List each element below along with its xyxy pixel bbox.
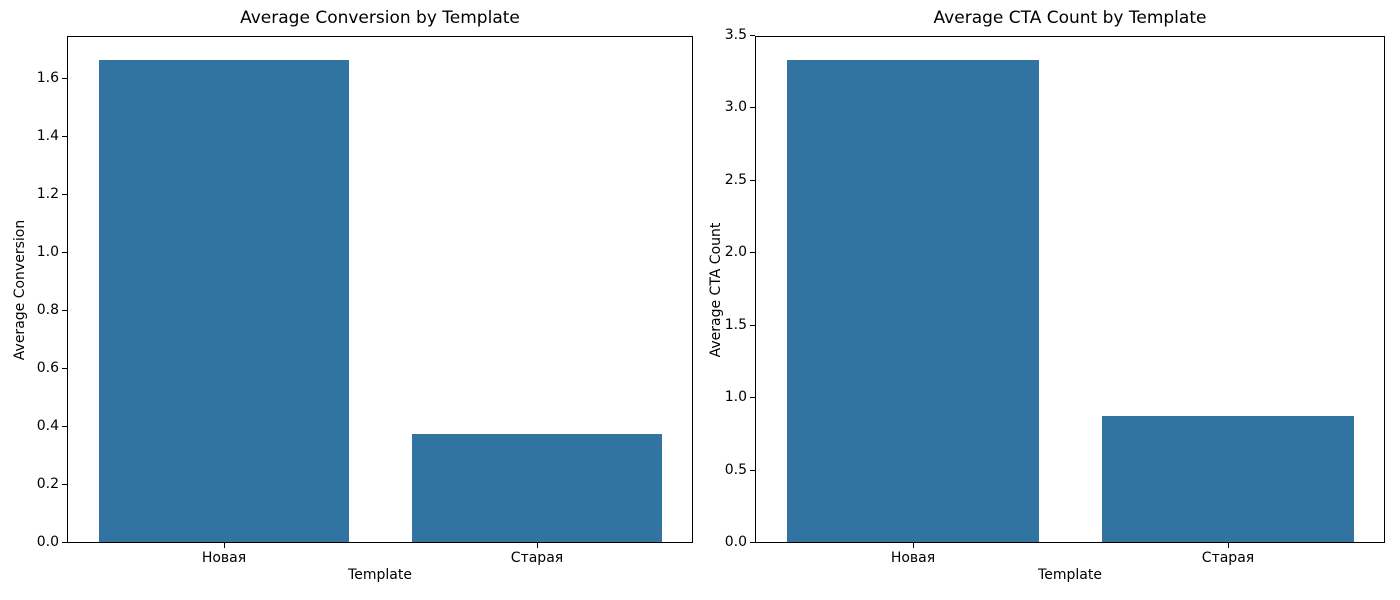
chart-average-conversion-by-template: Average Conversion by Template Average C…: [12, 8, 693, 583]
x-tick: [224, 543, 225, 548]
y-tick-label: 2.0: [724, 244, 747, 260]
bar-0: [787, 60, 1039, 543]
bar-0: [99, 60, 349, 543]
y-tick-label: 1.6: [36, 70, 59, 86]
y-tick-label: 0.0: [36, 534, 59, 550]
y-tick: [62, 368, 67, 369]
y-tick: [750, 180, 755, 181]
y-tick: [750, 252, 755, 253]
x-tick-label: Старая: [510, 550, 564, 566]
y-tick-label: 0.8: [36, 302, 59, 318]
y-tick-label: 0.2: [36, 476, 59, 492]
y-tick-label: 0.4: [36, 418, 59, 434]
x-tick: [1228, 543, 1229, 548]
y-tick-label: 1.0: [724, 389, 747, 405]
y-tick-label: 1.4: [36, 128, 59, 144]
y-tick: [62, 194, 67, 195]
y-tick: [750, 542, 755, 543]
y-tick-label: 0.0: [724, 534, 747, 550]
x-tick-label: Новая: [890, 550, 936, 566]
x-tick: [537, 543, 538, 548]
y-tick: [62, 310, 67, 311]
x-axis-label: Template: [348, 567, 412, 583]
chart-title: Average Conversion by Template: [240, 8, 520, 28]
y-tick: [750, 325, 755, 326]
y-axis-label: Average CTA Count: [708, 222, 724, 357]
y-tick-label: 1.5: [724, 317, 747, 333]
y-tick: [62, 542, 67, 543]
y-tick: [62, 426, 67, 427]
x-tick: [913, 543, 914, 548]
y-tick-label: 1.0: [36, 244, 59, 260]
y-tick-label: 0.6: [36, 360, 59, 376]
y-tick: [750, 397, 755, 398]
y-tick: [62, 136, 67, 137]
bar-1: [412, 434, 662, 543]
x-tick-label: Новая: [201, 550, 247, 566]
y-tick: [750, 35, 755, 36]
y-tick: [750, 107, 755, 108]
x-tick-label: Старая: [1201, 550, 1255, 566]
y-tick: [62, 252, 67, 253]
chart-average-cta-count-by-template: Average CTA Count by Template Average CT…: [700, 0, 1400, 600]
y-tick-label: 3.0: [724, 99, 747, 115]
y-tick: [750, 470, 755, 471]
y-tick: [62, 484, 67, 485]
y-tick-label: 1.2: [36, 186, 59, 202]
y-tick: [62, 78, 67, 79]
x-axis-label: Template: [1038, 567, 1102, 583]
y-axis-label: Average Conversion: [12, 219, 28, 360]
bar-1: [1102, 416, 1354, 543]
y-tick-label: 3.5: [724, 27, 747, 43]
y-tick-label: 0.5: [724, 462, 747, 478]
chart-title: Average CTA Count by Template: [933, 8, 1207, 28]
y-tick-label: 2.5: [724, 172, 747, 188]
